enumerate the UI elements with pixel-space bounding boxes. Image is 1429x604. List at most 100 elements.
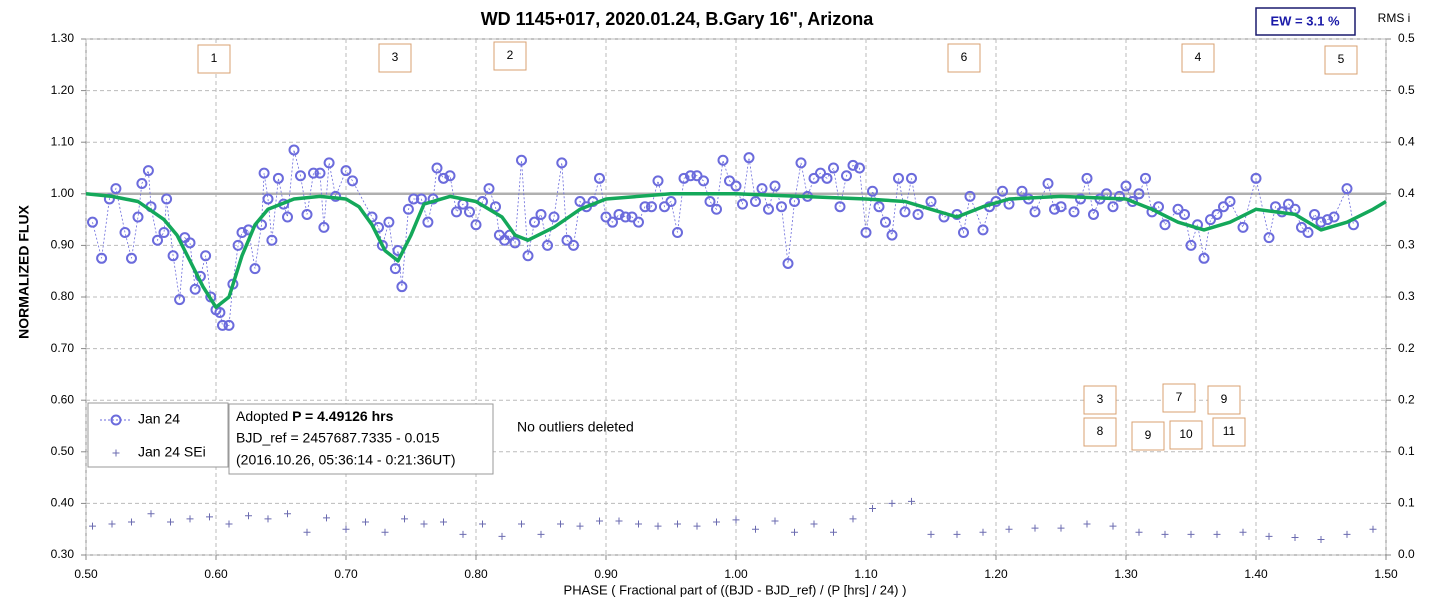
sei-point (1109, 522, 1117, 530)
flux-point (886, 229, 898, 241)
flux-point (620, 211, 631, 223)
flux-point (136, 177, 148, 189)
flux-point (776, 201, 787, 213)
flux-point (431, 162, 443, 174)
flux-point (724, 175, 735, 187)
x-tick-label: 0.50 (74, 567, 98, 581)
flux-point (1185, 239, 1197, 251)
flux-point (626, 211, 638, 223)
flux-point (119, 227, 131, 238)
flux-point (795, 157, 807, 169)
flux-point (821, 172, 833, 184)
flux-point (906, 172, 917, 184)
sei-point (1083, 520, 1091, 528)
flux-point (672, 227, 683, 238)
y-tick-label: 0.50 (51, 444, 75, 458)
flux-point (737, 198, 748, 210)
flux-point (867, 185, 878, 197)
flux-point (174, 294, 186, 306)
flux-point (704, 196, 716, 208)
legend (87, 402, 229, 468)
sei-point (401, 515, 408, 523)
y2-tick-label: 0.1 (1398, 444, 1415, 458)
sei-point (1369, 525, 1377, 533)
flux-point (96, 252, 108, 264)
sei-point (576, 522, 584, 530)
flux-point (200, 250, 212, 262)
sei-point (1135, 528, 1143, 536)
sei-point (1317, 536, 1325, 544)
y-tick-label: 0.90 (51, 238, 75, 252)
flux-point (1049, 203, 1060, 215)
flux-point (132, 211, 144, 223)
flux-point (834, 201, 846, 213)
legend-label: Jan 24 (138, 411, 180, 427)
flux-point (613, 208, 625, 220)
x-tick-label: 0.60 (204, 567, 228, 581)
sei-point (674, 520, 681, 528)
sei-point (108, 520, 116, 528)
flux-point (646, 201, 657, 213)
flux-point (1322, 214, 1333, 226)
flux-point (841, 170, 852, 182)
sei-point (284, 510, 291, 518)
y2-tick-label: 0.5 (1398, 83, 1415, 97)
flux-point (1218, 201, 1229, 213)
flux-point (1159, 219, 1171, 231)
sei-point (264, 515, 272, 523)
sei-point (479, 520, 486, 528)
sei-point (635, 520, 642, 528)
sei-point (654, 522, 662, 530)
y-axis-label: NORMALIZED FLUX (16, 204, 32, 338)
ew-label: EW = 3.1 % (1271, 13, 1340, 28)
flux-point (1263, 232, 1275, 244)
info-bjd: BJD_ref = 2457687.7335 - 0.015 (236, 430, 440, 446)
y2-tick-label: 0.5 (1398, 31, 1415, 45)
flux-point (402, 203, 414, 215)
flux-point (1140, 172, 1151, 184)
flux-point (548, 211, 560, 223)
flux-point (444, 170, 456, 182)
sei-point (1291, 533, 1299, 541)
flux-point (470, 219, 482, 231)
flux-point (236, 227, 248, 238)
flux-point (1133, 188, 1145, 200)
annotation-label: 8 (1097, 424, 1104, 438)
sei-point (888, 499, 896, 507)
sei-point (1057, 524, 1065, 532)
flux-point (808, 172, 820, 184)
legend-marker (112, 449, 120, 457)
flux-point (743, 152, 755, 164)
annotation-label: 9 (1221, 392, 1228, 406)
flux-point (1315, 216, 1327, 228)
sei-point (1343, 530, 1351, 538)
flux-point (184, 237, 196, 249)
flux-point (698, 175, 709, 187)
y2-tick-label: 0.3 (1398, 238, 1415, 252)
legend-label: Jan 24 SEi (138, 444, 206, 460)
flux-point (167, 250, 179, 262)
flux-point (1205, 214, 1216, 226)
sei-point (732, 516, 740, 524)
flux-point (1042, 177, 1054, 189)
flux-point (977, 224, 989, 236)
flux-point (422, 216, 434, 228)
flux-point (1250, 172, 1262, 184)
sei-point (908, 497, 915, 505)
info-date: (2016.10.26, 05:36:14 - 0:21:36UT) (236, 452, 455, 468)
sei-point (381, 528, 389, 536)
x-axis-label: PHASE ( Fractional part of ((BJD - BJD_r… (564, 582, 907, 597)
sei-point (323, 514, 330, 522)
flux-point (262, 193, 274, 205)
flux-point (535, 208, 547, 220)
annotation-box (1083, 385, 1117, 415)
y2-tick-label: 0.3 (1398, 289, 1415, 303)
flux-point (691, 170, 703, 182)
flux-point (607, 216, 618, 228)
y2-tick-label: 0.4 (1398, 134, 1415, 148)
x-tick-label: 1.30 (1114, 567, 1138, 581)
flux-point (272, 172, 284, 184)
sei-point (342, 525, 350, 533)
flux-point (574, 196, 586, 208)
flux-point (1088, 208, 1099, 220)
